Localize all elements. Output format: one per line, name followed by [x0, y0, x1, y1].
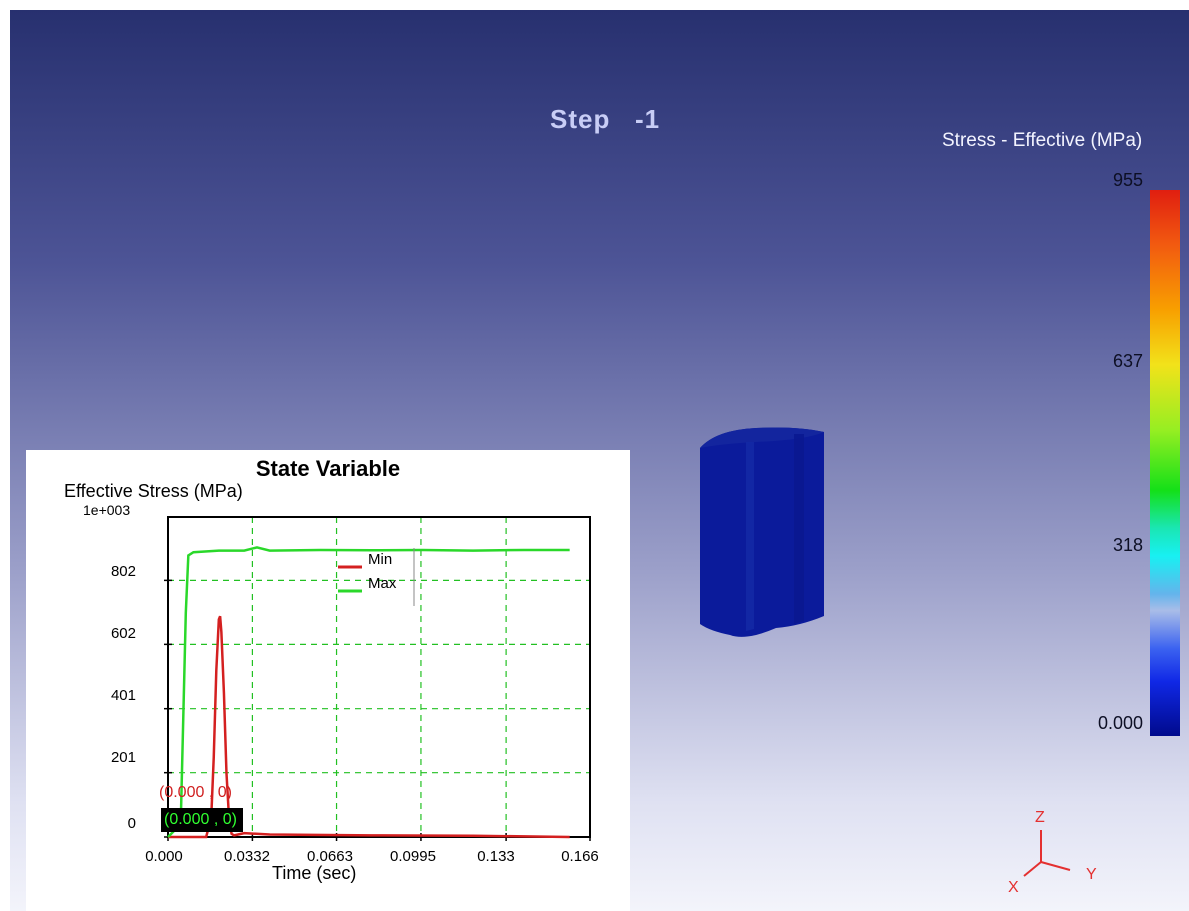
- x-tick-0166: 0.166: [561, 848, 599, 865]
- colorbar-tick-min: 0.000: [1097, 713, 1143, 733]
- colorbar-tick-637: 637: [1112, 351, 1143, 371]
- plot-area[interactable]: [26, 450, 630, 911]
- colorbar-title: Stress - Effective (MPa): [942, 130, 1143, 151]
- colorbar-tick-318: 318: [1112, 535, 1143, 555]
- state-variable-chart[interactable]: State Variable Effective Stress (MPa) 1e…: [26, 450, 630, 911]
- y-tick-802: 802: [110, 563, 136, 580]
- axis-triad-icon: Z Y X: [1008, 809, 1097, 896]
- chart-title: State Variable: [255, 456, 401, 481]
- step-label: Step -1: [550, 104, 661, 134]
- y-tick-0: 0: [127, 815, 136, 832]
- series-min-line: [168, 615, 570, 839]
- triad-x-label: X: [1008, 879, 1019, 896]
- legend-min-label: Min: [368, 551, 393, 568]
- legend-max-label: Max: [368, 575, 397, 592]
- x-tick-0995: 0.0995: [390, 848, 436, 865]
- graphics-viewport[interactable]: Step -1 Stress - Effective (MPa) 955 637…: [10, 10, 1189, 911]
- y-axis-title: Effective Stress (MPa): [64, 481, 243, 501]
- x-axis-title: Time (sec): [272, 863, 357, 883]
- triad-y-label: Y: [1086, 866, 1097, 883]
- y-tick-602: 602: [110, 625, 136, 642]
- cursor-readout-box: [161, 808, 243, 832]
- cursor-readout-min: (0.000 , 0): [159, 784, 232, 801]
- x-tick-0663: 0.0663: [307, 848, 353, 865]
- plot-frame: [167, 516, 591, 838]
- cursor-readout-max: (0.000 , 0): [164, 811, 237, 828]
- x-tick-0: 0.000: [145, 848, 183, 865]
- y-axis-exponent: 1e+003: [83, 502, 131, 518]
- triad-z-label: Z: [1035, 809, 1045, 826]
- x-tick-0133: 0.133: [477, 848, 515, 865]
- colorbar-tick-max: 955: [1112, 170, 1143, 190]
- y-tick-201: 201: [110, 749, 136, 766]
- x-tick-0332: 0.0332: [224, 848, 270, 865]
- y-tick-401: 401: [110, 687, 136, 704]
- stress-colorbar: [1150, 190, 1180, 736]
- workpiece-cylinder[interactable]: [696, 426, 836, 656]
- series-max-line: [167, 546, 570, 838]
